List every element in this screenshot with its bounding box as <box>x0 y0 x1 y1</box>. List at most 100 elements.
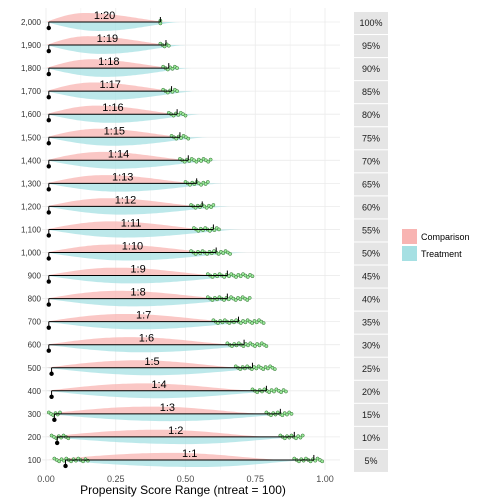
range-start-dot <box>46 302 51 307</box>
density-treatment <box>46 183 225 192</box>
density-treatment <box>46 91 195 100</box>
matched-point <box>203 182 208 186</box>
strip-background <box>354 127 388 150</box>
ratio-label: 1:5 <box>144 356 159 368</box>
density-comparison <box>46 151 192 161</box>
ratio-label: 1:17 <box>99 79 120 91</box>
matched-point <box>250 274 255 279</box>
matched-point <box>228 252 232 256</box>
ratio-label: 1:2 <box>168 425 183 437</box>
density-treatment <box>46 45 186 54</box>
strip-label: 65% <box>362 179 380 189</box>
range-start-dot <box>46 187 51 192</box>
range-start-dot <box>46 256 51 261</box>
density-comparison <box>46 429 270 437</box>
density-treatment <box>46 22 180 31</box>
strip-background <box>354 311 388 334</box>
strip-label: 55% <box>362 225 380 235</box>
strip-label: 75% <box>362 133 380 143</box>
legend-label: Treatment <box>421 249 462 259</box>
strip-background <box>354 196 388 219</box>
grid-lines <box>42 8 340 470</box>
matched-point <box>261 321 266 325</box>
matched-point <box>221 251 226 256</box>
range-start-dot <box>46 325 51 330</box>
matched-point <box>246 343 250 348</box>
y-tick-label: 400 <box>28 387 42 396</box>
ratio-label: 1:7 <box>136 310 151 322</box>
ratio-label: 1:11 <box>121 217 142 229</box>
density-comparison <box>46 198 203 207</box>
matched-point <box>238 321 243 325</box>
strip-label: 85% <box>362 87 380 97</box>
range-start-dot <box>46 164 51 169</box>
matched-point <box>247 296 252 300</box>
strip-label: 80% <box>362 110 380 120</box>
density-treatment <box>46 114 203 123</box>
matched-point <box>238 297 243 302</box>
legend-swatch-treatment <box>402 246 417 261</box>
matched-point <box>285 412 289 417</box>
strip-label: 5% <box>364 456 377 466</box>
strip-background <box>354 81 388 104</box>
range-start-dot <box>49 394 54 399</box>
y-tick-label: 1,400 <box>21 156 42 165</box>
legend-label: Comparison <box>421 232 470 242</box>
matched-point <box>233 298 238 302</box>
matched-point <box>175 66 179 70</box>
ratio-label: 1:3 <box>160 402 175 414</box>
matched-point <box>294 436 298 441</box>
range-start-dot <box>52 417 57 423</box>
strip-background <box>354 12 388 34</box>
x-tick-label: 0.50 <box>177 474 195 484</box>
density-comparison <box>48 452 284 460</box>
y-tick-label: 1,600 <box>21 110 42 119</box>
matched-point <box>272 367 277 371</box>
strip-background <box>354 334 388 357</box>
strip-background <box>354 173 388 196</box>
density-comparison <box>46 406 264 414</box>
density-treatment <box>46 413 298 422</box>
ratio-label: 1:16 <box>102 102 123 114</box>
strip-background <box>354 288 388 311</box>
matched-point <box>227 274 231 279</box>
y-tick-label: 800 <box>28 295 42 304</box>
strip-background <box>354 104 388 127</box>
y-tick-label: 600 <box>28 341 42 350</box>
range-start-dot <box>46 210 51 215</box>
ratio-label: 1:19 <box>97 33 118 45</box>
y-tick-label: 1,100 <box>21 225 42 234</box>
ratio-label: 1:12 <box>115 194 136 206</box>
density-comparison <box>46 82 178 92</box>
y-tick-label: 2,000 <box>21 18 42 27</box>
range-start-dot <box>46 141 51 146</box>
range-start-dot <box>63 463 68 469</box>
matched-point <box>183 113 188 118</box>
range-start-dot <box>46 25 51 31</box>
y-tick-label: 1,000 <box>21 249 42 258</box>
matched-point <box>254 320 259 325</box>
strip-label: 30% <box>362 341 380 351</box>
y-axis: 2,000 1,900 1,800 1,700 1,600 1,500 1,400 1,300… <box>21 18 42 465</box>
range-start-dot <box>46 48 51 54</box>
matched-point <box>272 389 276 394</box>
matched-point <box>264 344 269 348</box>
matched-point <box>279 390 284 395</box>
y-tick-label: 100 <box>28 456 42 465</box>
matched-point <box>250 321 255 325</box>
range-start-dot <box>46 118 51 123</box>
strip-label: 25% <box>362 364 380 374</box>
x-tick-label: 0.00 <box>37 474 55 484</box>
matched-point <box>300 433 305 438</box>
strip-label: 15% <box>362 410 380 420</box>
ratio-label: 1:20 <box>94 10 115 22</box>
y-tick-label: 1,800 <box>21 64 42 73</box>
ratio-label: 1:1 <box>182 448 197 460</box>
range-start-dot <box>49 371 54 376</box>
density-treatment <box>46 68 192 77</box>
matched-point <box>166 43 171 48</box>
matched-point <box>253 344 257 348</box>
matched-point <box>313 458 318 463</box>
strip-background <box>354 426 388 449</box>
